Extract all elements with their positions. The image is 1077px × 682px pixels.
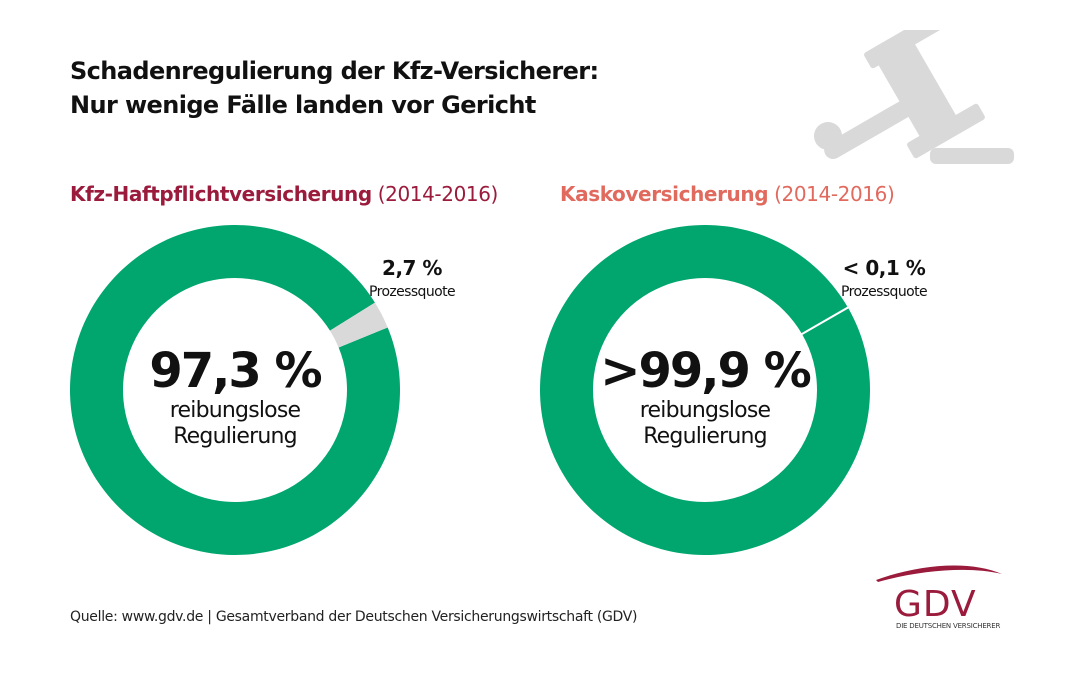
right-chart-heading: Kaskoversicherung (2014-2016)	[560, 180, 895, 208]
left-chart-heading: Kfz-Haftpflichtversicherung (2014-2016)	[70, 180, 498, 208]
right-slice-regulierung	[540, 225, 871, 556]
gdv-logo: GDV DIE DEUTSCHEN VERSICHERER	[876, 565, 1002, 630]
left-callout-value: 2,7 %	[382, 256, 442, 280]
right-heading-period: (2014-2016)	[774, 182, 895, 206]
logo-subtitle: DIE DEUTSCHEN VERSICHERER	[896, 622, 1000, 630]
left-callout-label: Prozessquote	[369, 284, 455, 300]
right-callout-line	[799, 291, 875, 336]
right-center-label-2: Regulierung	[643, 424, 767, 449]
left-donut: 97,3 % reibungslose Regulierung 2,7 % Pr…	[70, 225, 456, 556]
left-heading-main: Kfz-Haftpflichtversicherung	[70, 182, 372, 206]
right-callout-value: < 0,1 %	[843, 256, 926, 280]
right-center-value: >99,9 %	[600, 343, 810, 399]
left-slice-prozessquote	[329, 302, 388, 348]
source-note: Quelle: www.gdv.de | Gesamtverband der D…	[70, 609, 638, 625]
gavel-icon	[814, 30, 1014, 164]
right-heading-main: Kaskoversicherung	[560, 182, 769, 206]
logo-swoosh	[876, 565, 1002, 582]
logo-text: GDV	[894, 584, 977, 625]
left-heading-period: (2014-2016)	[377, 182, 499, 206]
left-center-label-1: reibungslose	[170, 398, 301, 423]
title-line-1: Schadenregulierung der Kfz-Versicherer:	[70, 57, 599, 85]
chart-title: Schadenregulierung der Kfz-Versicherer: …	[70, 54, 599, 122]
right-donut: >99,9 % reibungslose Regulierung < 0,1 %…	[540, 225, 928, 556]
title-line-2: Nur wenige Fälle landen vor Gericht	[70, 91, 536, 119]
left-slice-regulierung	[70, 225, 401, 556]
left-center-label-2: Regulierung	[173, 424, 297, 449]
right-callout-label: Prozessquote	[841, 284, 927, 300]
right-center-label-1: reibungslose	[640, 398, 771, 423]
left-center-value: 97,3 %	[149, 343, 321, 399]
